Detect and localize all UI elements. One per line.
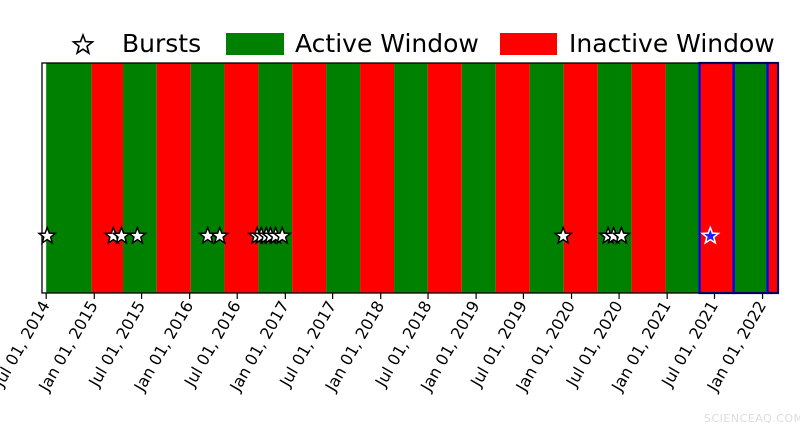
window-active-8 bbox=[326, 63, 361, 293]
window-active-2 bbox=[123, 63, 157, 293]
window-inactive-19 bbox=[699, 63, 734, 293]
legend-swatch-inactive bbox=[500, 33, 557, 55]
legend-bursts: Bursts bbox=[71, 29, 201, 58]
plot-frame bbox=[41, 62, 779, 294]
legend-label-active: Active Window bbox=[295, 29, 479, 58]
legend: Bursts Active Window Inactive Window bbox=[71, 29, 775, 58]
window-inactive-11 bbox=[427, 63, 462, 293]
burst-marker-2 bbox=[111, 225, 132, 245]
burst-marker-11 bbox=[272, 225, 293, 245]
legend-active: Active Window bbox=[226, 29, 479, 58]
window-active-16 bbox=[597, 63, 632, 293]
burst-marker-12 bbox=[553, 225, 574, 245]
window-inactive-5 bbox=[224, 63, 259, 293]
burst-marker-5 bbox=[209, 225, 230, 245]
window-bands bbox=[46, 63, 778, 293]
window-active-12 bbox=[461, 63, 496, 293]
window-inactive-9 bbox=[360, 63, 395, 293]
window-active-6 bbox=[258, 63, 293, 293]
legend-label-bursts: Bursts bbox=[122, 29, 201, 58]
legend-swatch-active bbox=[226, 33, 284, 55]
window-inactive-15 bbox=[563, 63, 598, 293]
burst-marker-16 bbox=[700, 225, 721, 245]
window-inactive-21 bbox=[767, 63, 778, 293]
window-active-0 bbox=[46, 63, 92, 293]
star-icon bbox=[71, 32, 95, 55]
window-active-4 bbox=[190, 63, 225, 293]
burst-markers bbox=[37, 225, 721, 245]
burst-marker-3 bbox=[127, 225, 148, 245]
window-inactive-3 bbox=[156, 63, 191, 293]
watermark: SCIENCEAQ.COM bbox=[704, 412, 800, 425]
window-active-20 bbox=[733, 63, 768, 293]
window-inactive-7 bbox=[292, 63, 327, 293]
legend-label-inactive: Inactive Window bbox=[569, 29, 775, 58]
plot-area bbox=[37, 61, 780, 295]
burst-marker-0 bbox=[37, 225, 58, 245]
burst-marker-15 bbox=[611, 225, 632, 245]
window-inactive-1 bbox=[91, 63, 124, 293]
window-active-10 bbox=[394, 63, 428, 293]
window-active-14 bbox=[529, 63, 564, 293]
window-inactive-17 bbox=[631, 63, 666, 293]
window-inactive-13 bbox=[495, 63, 530, 293]
window-active-18 bbox=[665, 63, 700, 293]
legend-inactive: Inactive Window bbox=[500, 29, 775, 58]
